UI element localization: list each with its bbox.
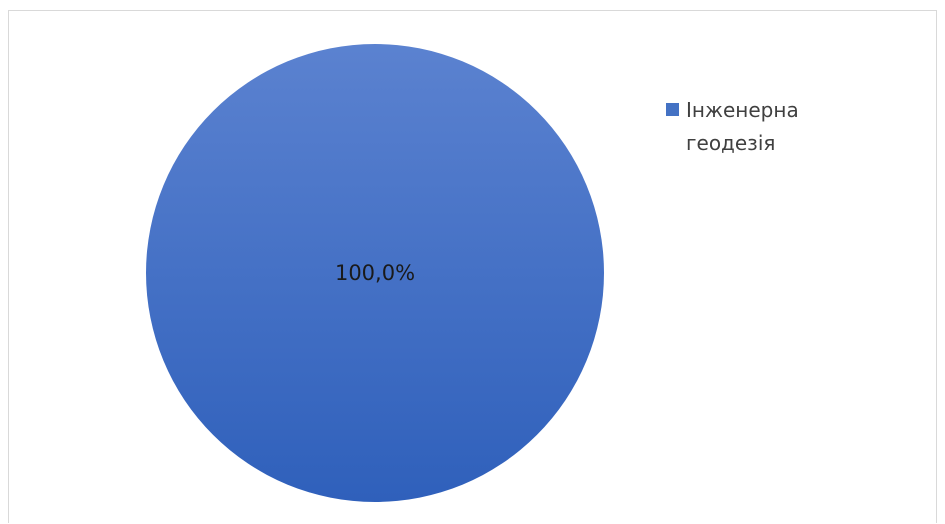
pie-slices (146, 44, 604, 502)
pie-data-labels: 100,0% (335, 261, 415, 285)
pie-data-label: 100,0% (335, 261, 415, 285)
pie-chart: 100,0% (146, 44, 604, 502)
legend-swatch (666, 103, 679, 116)
pie-slice (146, 44, 604, 502)
legend-entry-label: Інженерна геодезія (686, 98, 799, 155)
chart-legend: Інженерна геодезія (666, 94, 856, 160)
chart-frame: 100,0% Інженерна геодезія (8, 10, 937, 523)
